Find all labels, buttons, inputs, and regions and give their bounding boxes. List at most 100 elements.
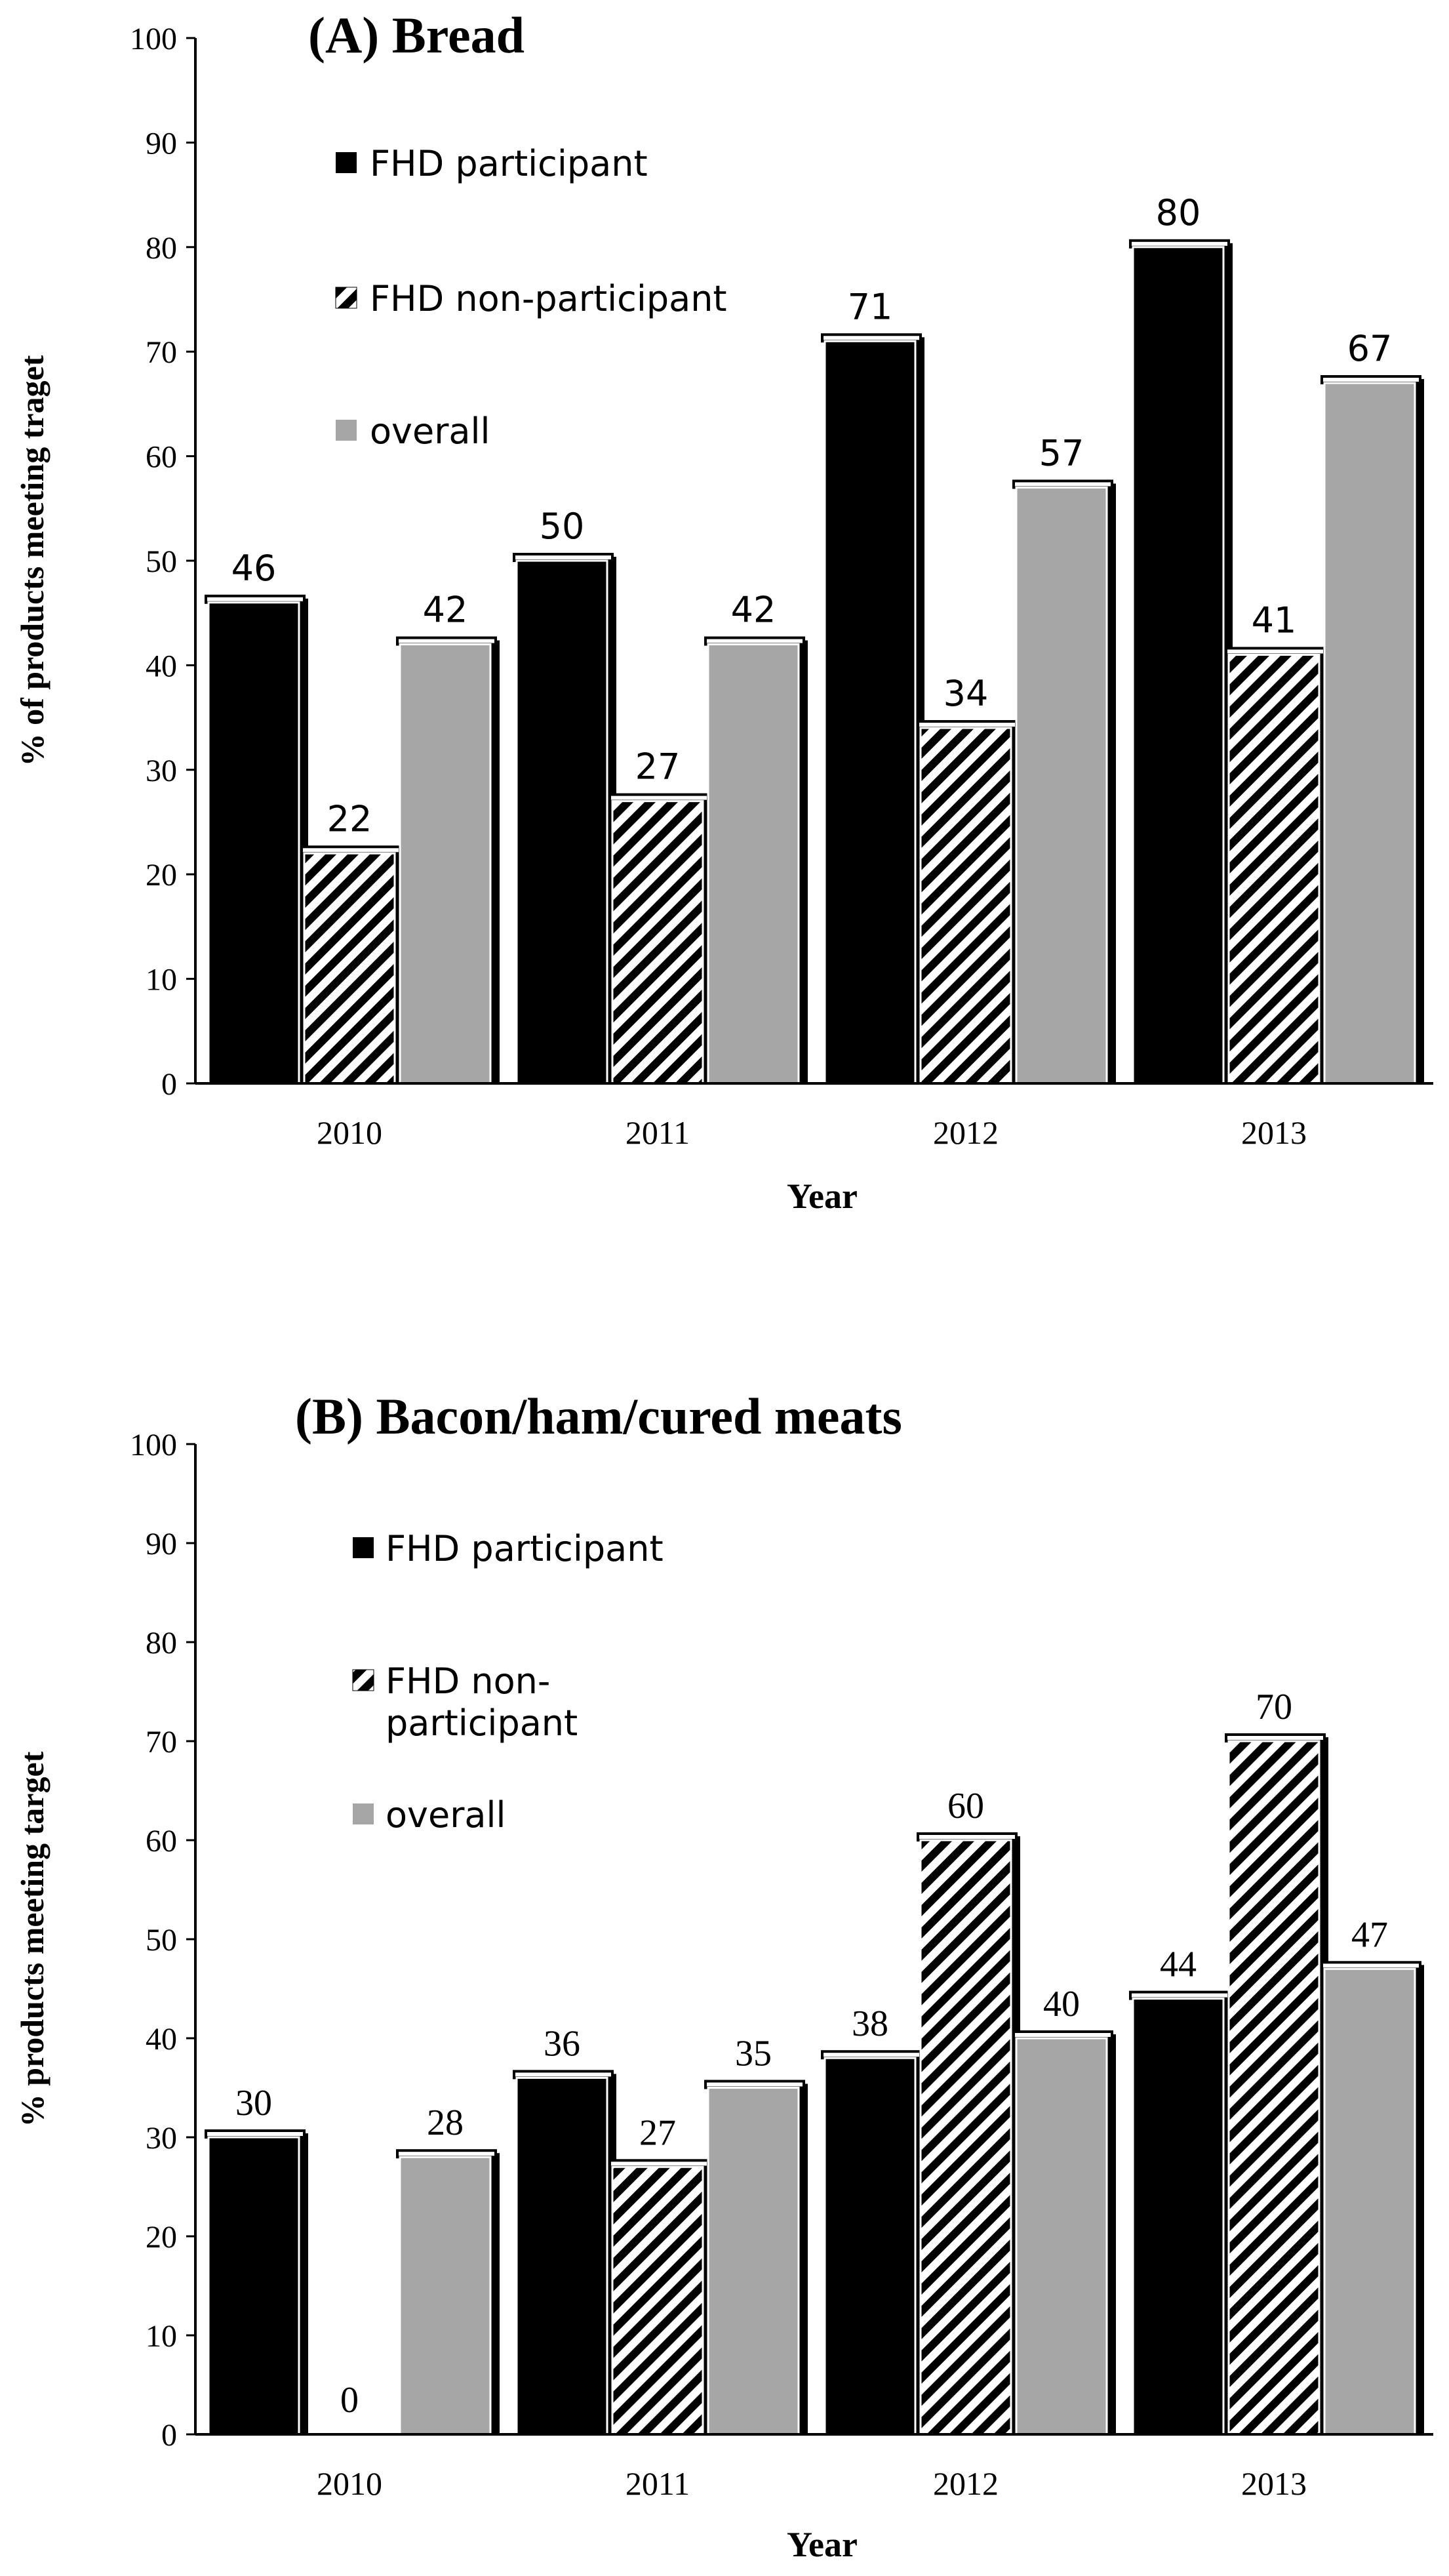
bar-cap [608, 2159, 709, 2169]
y-tick-label: 100 [130, 1428, 177, 1462]
bar-shadow [490, 2153, 500, 2434]
y-tick-label: 0 [161, 2418, 177, 2453]
data-label: 80 [1156, 192, 1201, 233]
data-label: 27 [639, 2112, 676, 2153]
data-label: 40 [1043, 1984, 1080, 2024]
bar-fhd-participant-2011 [515, 559, 608, 1085]
bar-shadow [1107, 483, 1116, 1083]
legend-label: FHD participant [370, 143, 648, 184]
bar-overall-2011 [707, 643, 800, 1085]
y-tick-label: 80 [146, 1626, 177, 1660]
bar-fhd-non-participant-2013 [1227, 653, 1320, 1085]
bar-overall-2013 [1323, 382, 1416, 1085]
y-tick-label: 100 [130, 22, 177, 56]
y-tick-label: 30 [146, 754, 177, 788]
data-label: 34 [943, 673, 989, 714]
y-tick-label: 90 [146, 126, 177, 161]
x-axis-label: Year [787, 2525, 858, 2564]
data-label: 22 [327, 798, 372, 839]
legend-label: FHD non-participant [370, 278, 727, 319]
data-label: 0 [340, 2380, 359, 2421]
legend-swatch [353, 1537, 374, 1558]
bar-fhd-non-participant-2012 [919, 727, 1012, 1085]
x-tick-label: 2013 [1241, 2465, 1307, 2502]
legend-swatch [336, 420, 357, 441]
legend-label: overall [386, 1794, 506, 1836]
legend-swatch [352, 1669, 374, 1691]
bar-fhd-non-participant-2011 [611, 800, 704, 1085]
data-label: 70 [1256, 1687, 1292, 1727]
y-tick-label: 60 [146, 440, 177, 475]
bar-overall-2010 [399, 643, 492, 1085]
y-tick-label: 50 [146, 544, 177, 579]
bar-cap [1320, 1961, 1421, 1971]
legend-swatch [353, 1803, 374, 1824]
legend-label: FHD non- [386, 1660, 550, 1702]
y-tick-label: 70 [146, 1725, 177, 1760]
bar-fhd-participant-2010 [207, 2136, 300, 2436]
bar-overall-2012 [1015, 486, 1108, 1085]
y-tick-label: 0 [161, 1067, 177, 1102]
bar-fhd-participant-2013 [1132, 246, 1225, 1085]
legend-label: FHD participant [386, 1528, 664, 1569]
bar-shadow [1415, 379, 1424, 1083]
y-tick-label: 80 [146, 231, 177, 266]
data-label: 42 [731, 590, 776, 631]
x-tick-label: 2012 [933, 1114, 999, 1151]
y-tick-label: 10 [146, 2319, 177, 2354]
chart-title: (B) Bacon/ham/cured meats [295, 1388, 902, 1445]
data-label: 44 [1160, 1944, 1197, 1985]
data-label: 42 [423, 590, 468, 631]
bar-fhd-participant-2010 [207, 601, 300, 1085]
data-label: 28 [427, 2103, 464, 2143]
chart-title: (A) Bread [308, 7, 525, 64]
data-label: 30 [235, 2083, 272, 2123]
data-label: 41 [1252, 599, 1297, 641]
x-tick-label: 2010 [317, 2465, 382, 2502]
y-tick-label: 20 [146, 858, 177, 893]
panel-a: (A) Bread % of products meeting traget 46 2… [14, 7, 1433, 1216]
bar-shadow [1107, 2034, 1116, 2434]
y-tick-label: 20 [146, 2220, 177, 2255]
bar-shadow [799, 2083, 808, 2434]
legend-swatch [335, 287, 357, 309]
bar-fhd-participant-2013 [1132, 1998, 1225, 2436]
data-label: 47 [1351, 1914, 1388, 1955]
bar-overall-2011 [707, 2087, 800, 2436]
data-label: 38 [852, 2003, 888, 2044]
bar-overall-2012 [1015, 2037, 1108, 2436]
data-label: 46 [231, 548, 277, 589]
y-axis-label: % products meeting target [14, 1751, 50, 2127]
x-axis-label: Year [787, 1177, 858, 1216]
bar-fhd-non-participant-2010 [303, 852, 396, 1085]
y-tick-label: 40 [146, 649, 177, 683]
y-tick-label: 90 [146, 1527, 177, 1561]
data-label: 67 [1347, 328, 1393, 369]
bar-overall-2010 [399, 2156, 492, 2436]
legend-label: participant [386, 1702, 578, 1744]
y-axis-label: % of products meeting traget [14, 355, 50, 766]
data-label: 27 [635, 746, 681, 788]
x-tick-label: 2012 [933, 2465, 999, 2502]
bar-shadow [299, 2133, 308, 2434]
y-tick-label: 30 [146, 2121, 177, 2156]
legend-swatch [336, 152, 357, 173]
bar-cap [608, 793, 709, 803]
x-tick-label: 2013 [1241, 1114, 1307, 1151]
x-tick-label: 2011 [625, 1114, 690, 1151]
data-label: 60 [947, 1786, 984, 1826]
y-tick-label: 70 [146, 335, 177, 370]
y-tick-label: 60 [146, 1824, 177, 1859]
data-label: 71 [848, 286, 893, 327]
bar-overall-2013 [1323, 1967, 1416, 2436]
bar-cap [513, 2070, 614, 2080]
bar-fhd-participant-2011 [515, 2076, 608, 2436]
y-tick-label: 40 [146, 2022, 177, 2057]
y-tick-label: 10 [146, 963, 177, 997]
legend-label: overall [370, 411, 490, 452]
data-label: 35 [735, 2034, 772, 2074]
data-label: 36 [544, 2023, 580, 2064]
bar-fhd-non-participant-2013 [1227, 1740, 1320, 2436]
